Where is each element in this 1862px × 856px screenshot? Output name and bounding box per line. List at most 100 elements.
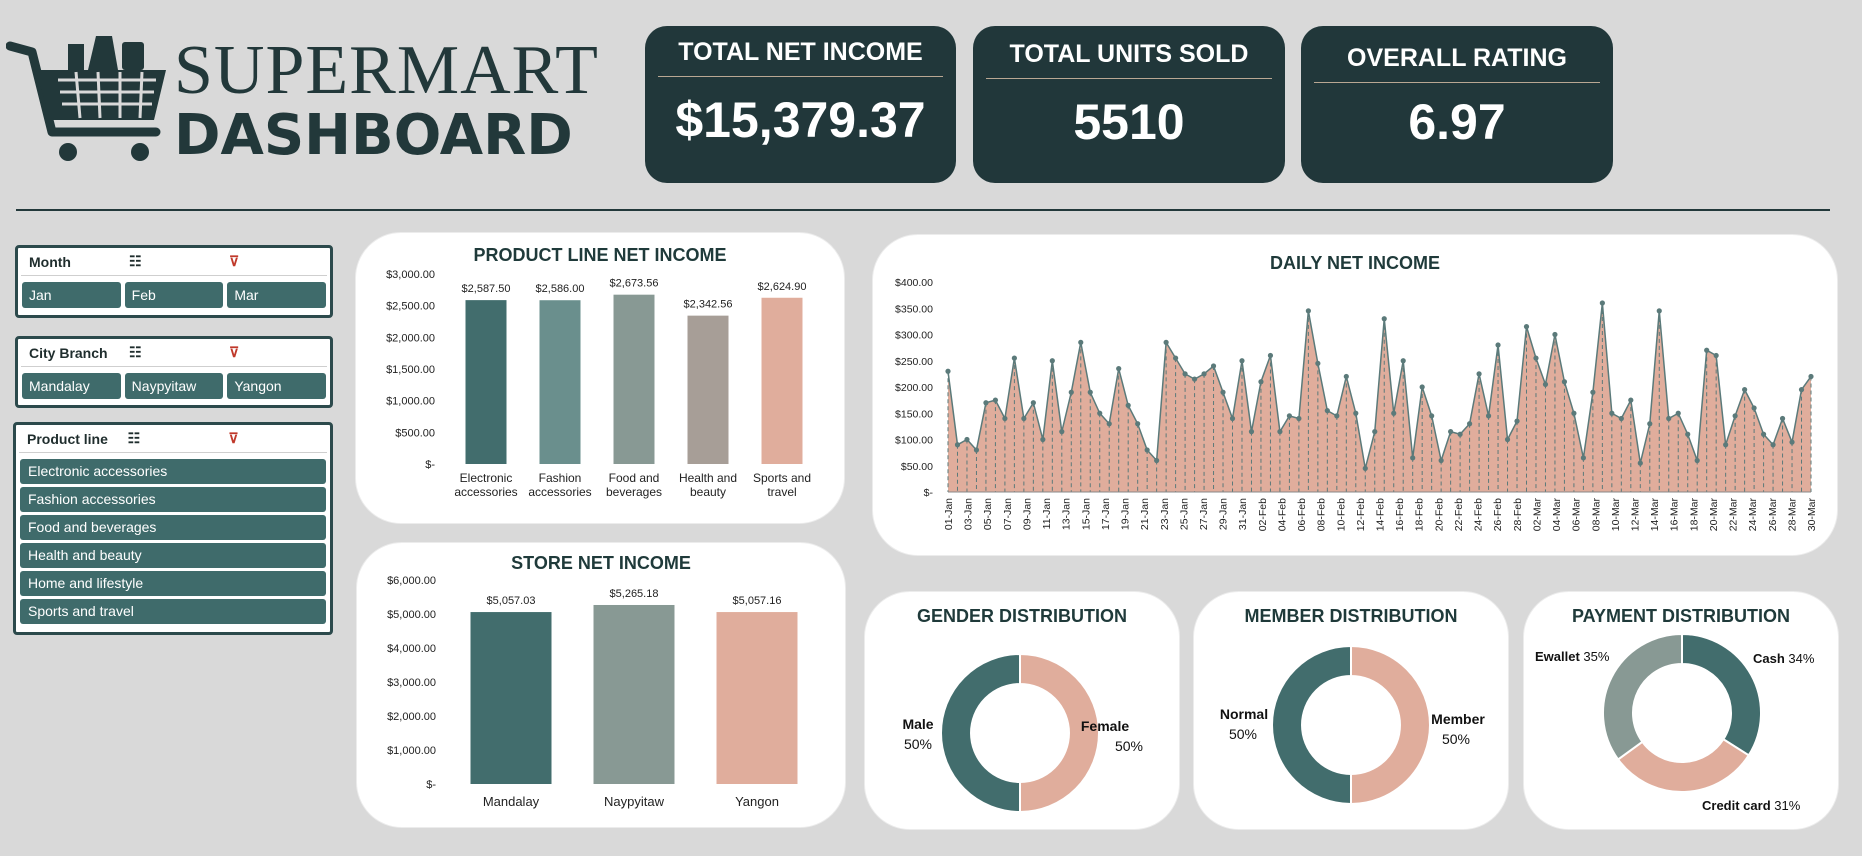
data-point <box>1087 389 1093 395</box>
data-point <box>1561 379 1568 385</box>
slicer-item-jan[interactable]: Jan <box>22 282 121 308</box>
slicer-item-feb[interactable]: Feb <box>124 282 224 308</box>
data-label: $2,587.50 <box>462 283 511 295</box>
data-point <box>954 442 961 448</box>
data-label: $2,673.56 <box>610 278 659 290</box>
slice-name: Male <box>902 716 933 732</box>
x-tick-label: 28-Feb <box>1512 498 1524 531</box>
x-tick-label: accessories <box>528 485 591 499</box>
bar <box>465 300 507 464</box>
slicer-item-sports-and-travel[interactable]: Sports and travel <box>20 599 326 624</box>
slicer-item-mandalay[interactable]: Mandalay <box>22 373 121 399</box>
x-tick-label: 26-Feb <box>1492 498 1504 531</box>
slicer-header: Product line ☷ ⊽ <box>19 425 327 453</box>
x-tick-label: 30-Mar <box>1806 498 1818 532</box>
slicer-item-electronic-accessories[interactable]: Electronic accessories <box>20 459 326 484</box>
payment-chart-card: PAYMENT DISTRIBUTION Cash 34% Credit card… <box>1523 591 1839 830</box>
data-point <box>1040 436 1046 443</box>
donut-slice <box>1681 632 1762 757</box>
daily-income-area-chart: $- $50.00 $100.00 $150.00 $200.00 $250.00 $300… <box>895 277 1818 532</box>
x-tick-label: 22-Mar <box>1728 498 1740 532</box>
data-point <box>1125 402 1131 408</box>
x-tick-label: 11-Jan <box>1041 498 1053 529</box>
x-tick-label: 20-Feb <box>1433 498 1445 531</box>
data-point <box>1296 415 1302 422</box>
y-tick-label: $6,000.00 <box>387 575 436 587</box>
x-tick-label: Electronic <box>460 471 513 485</box>
x-tick-label: 10-Feb <box>1335 498 1347 531</box>
slice-percent: 50% <box>904 736 932 752</box>
x-tick-label: 14-Mar <box>1649 498 1661 532</box>
slicer-item-home-and-lifestyle[interactable]: Home and lifestyle <box>20 571 326 596</box>
slicer-header: Month ☷ ⊽ <box>21 248 327 276</box>
data-point <box>1590 389 1596 395</box>
slice-percent: 50% <box>1442 731 1470 747</box>
data-point <box>1542 381 1549 387</box>
chart-title: PAYMENT DISTRIBUTION <box>1571 606 1790 626</box>
kpi-value: 5510 <box>1073 94 1185 150</box>
chart-title: STORE NET INCOME <box>511 553 691 573</box>
x-tick-label: travel <box>767 485 796 499</box>
series-line <box>947 302 1812 469</box>
y-tick-label: $1,000.00 <box>386 396 435 408</box>
x-tick-label: beverages <box>606 485 662 499</box>
slicer-item-mar[interactable]: Mar <box>227 282 327 308</box>
kpi-title: TOTAL NET INCOME <box>678 38 923 66</box>
y-tick-label: $5,000.00 <box>387 609 436 621</box>
data-point <box>1571 410 1577 416</box>
clear-filter-icon[interactable]: ⊽ <box>229 253 240 269</box>
data-point <box>1523 324 1530 330</box>
clear-filter-icon[interactable]: ⊽ <box>229 344 240 360</box>
slice-percent: 50% <box>1115 738 1143 754</box>
x-tick-label: 08-Mar <box>1590 498 1602 532</box>
y-tick-label: $150.00 <box>895 408 933 420</box>
multi-select-icon[interactable]: ☷ <box>127 430 141 446</box>
data-point <box>1343 373 1349 380</box>
x-tick-label: 27-Jan <box>1198 498 1210 530</box>
data-point <box>1760 431 1767 437</box>
data-point <box>1049 358 1055 364</box>
data-point <box>1021 415 1027 422</box>
x-tick-label: 08-Feb <box>1316 498 1328 531</box>
data-point <box>1457 431 1463 437</box>
slice-name: Female <box>1081 718 1129 734</box>
dashboard-title-line2: DASHBOARD <box>174 103 573 168</box>
data-point <box>1201 371 1207 377</box>
data-point <box>1552 331 1558 338</box>
x-tick-label: 24-Mar <box>1747 498 1759 532</box>
x-tick-label: 15-Jan <box>1080 498 1092 530</box>
data-point <box>1789 439 1795 445</box>
donut-slice <box>1271 644 1352 806</box>
bar <box>716 612 798 784</box>
y-tick-label: $4,000.00 <box>387 643 436 655</box>
store-bar-chart: $- $1,000.00 $2,000.00 $3,000.00 $4,000.00 $5… <box>387 575 798 809</box>
slicer-item-naypyitaw[interactable]: Naypyitaw <box>124 373 224 399</box>
daily-income-chart-card: DAILY NET INCOME $- $50.00 $100.00 $150.00 $… <box>872 234 1838 556</box>
data-point <box>1732 413 1738 419</box>
area-fill <box>948 303 1811 492</box>
kpi-value: $15,379.37 <box>675 92 926 148</box>
data-point <box>1002 415 1008 422</box>
x-tick-label: Sports and <box>753 471 811 485</box>
slicer-item-fashion-accessories[interactable]: Fashion accessories <box>20 487 326 512</box>
data-point <box>1135 421 1141 427</box>
data-point <box>1372 429 1378 435</box>
x-tick-label: 04-Feb <box>1276 498 1288 531</box>
data-point <box>1476 371 1482 377</box>
data-point <box>1324 408 1330 414</box>
clear-filter-icon[interactable]: ⊽ <box>228 430 239 446</box>
data-point <box>1078 339 1084 345</box>
y-tick-label: $350.00 <box>895 303 933 315</box>
slicer-item-food-and-beverages[interactable]: Food and beverages <box>20 515 326 540</box>
slicer-item-health-and-beauty[interactable]: Health and beauty <box>20 543 326 568</box>
x-tick-label: 07-Jan <box>1002 498 1014 530</box>
multi-select-icon[interactable]: ☷ <box>129 253 142 269</box>
x-tick-label: accessories <box>454 485 517 499</box>
data-point <box>1258 379 1264 385</box>
slicer-item-yangon[interactable]: Yangon <box>227 373 327 399</box>
data-point <box>1030 400 1036 406</box>
member-chart-card: MEMBER DISTRIBUTION Member 50% Normal 50% <box>1193 591 1509 830</box>
multi-select-icon[interactable]: ☷ <box>129 344 142 360</box>
chart-title: MEMBER DISTRIBUTION <box>1244 606 1458 626</box>
x-tick-label: 02-Mar <box>1531 498 1543 532</box>
